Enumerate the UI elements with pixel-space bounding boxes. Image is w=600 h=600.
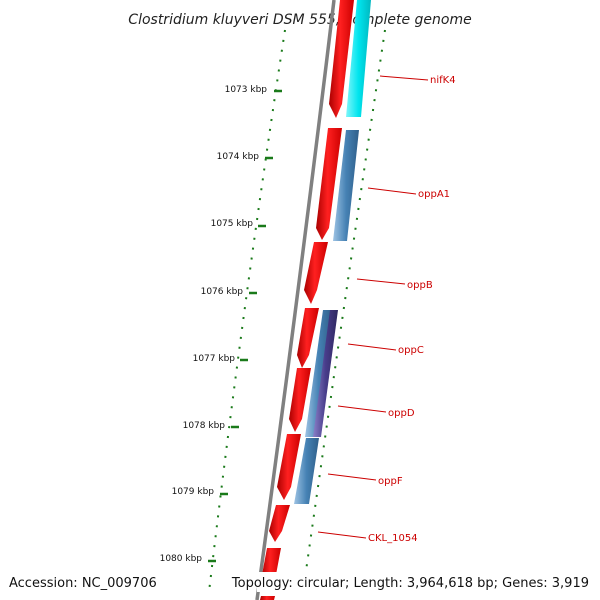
gene-label-oppB[interactable]: oppB <box>407 280 433 291</box>
gene-label-oppA1[interactable]: oppA1 <box>418 189 450 200</box>
accession-label: Accession: NC_009706 <box>9 576 157 591</box>
cds-features <box>260 0 354 600</box>
topology-label: Topology: circular; Length: 3,964,618 bp… <box>231 576 589 591</box>
cds-arrow[interactable] <box>277 434 301 500</box>
cds-arrow[interactable] <box>260 596 275 600</box>
cds-arrow[interactable] <box>329 0 354 118</box>
cds-arrow[interactable] <box>304 242 328 304</box>
gene-label-leader <box>317 531 367 539</box>
gene-label-leader <box>337 405 387 413</box>
cog-bar[interactable] <box>313 310 338 437</box>
cog-bar[interactable] <box>333 130 359 241</box>
scale-tick-label: 1079 kbp <box>172 487 215 497</box>
tick-ring <box>208 29 286 593</box>
gene-label-CKL_1054[interactable]: CKL_1054 <box>368 533 418 544</box>
gene-label-leader <box>356 278 406 285</box>
cog-bar[interactable] <box>294 438 319 504</box>
cog-features <box>294 0 371 504</box>
gene-label-oppC[interactable]: oppC <box>398 345 424 356</box>
cds-arrow[interactable] <box>297 308 319 368</box>
gene-label-oppD[interactable]: oppD <box>388 408 415 419</box>
gene-label-leader <box>379 75 429 81</box>
scale-tick-label: 1074 kbp <box>217 152 260 162</box>
genome-backbone <box>255 0 336 600</box>
scale-tick-label: 1073 kbp <box>225 85 268 95</box>
scale: 1073 kbp 1074 kbp 1075 kbp 1076 kbp 1077… <box>160 85 282 564</box>
cds-arrow[interactable] <box>269 505 290 542</box>
scale-tick-label: 1076 kbp <box>201 287 244 297</box>
scale-tick-label: 1078 kbp <box>183 421 226 431</box>
cog-bar[interactable] <box>346 0 371 117</box>
gene-label-leader <box>327 473 377 481</box>
cds-arrow[interactable] <box>289 368 311 432</box>
scale-tick-label: 1075 kbp <box>211 219 254 229</box>
gene-label-leader <box>347 343 397 351</box>
footer-left-backdrop <box>6 572 148 592</box>
footer-right-backdrop <box>257 572 595 592</box>
map-title: Clostridium kluyveri DSM 555, complete g… <box>128 12 471 28</box>
scale-tick-label: 1080 kbp <box>160 554 203 564</box>
gene-label-oppF[interactable]: oppF <box>378 476 403 487</box>
gene-label-leader <box>367 187 417 195</box>
gene-label-nifK4[interactable]: nifK4 <box>430 75 456 86</box>
gene-labels: nifK4 oppA1 oppB oppC oppD oppF CKL_1054 <box>317 75 456 544</box>
cds-arrow[interactable] <box>316 128 342 240</box>
scale-tick-label: 1077 kbp <box>193 354 236 364</box>
cog-bar[interactable] <box>305 310 332 437</box>
